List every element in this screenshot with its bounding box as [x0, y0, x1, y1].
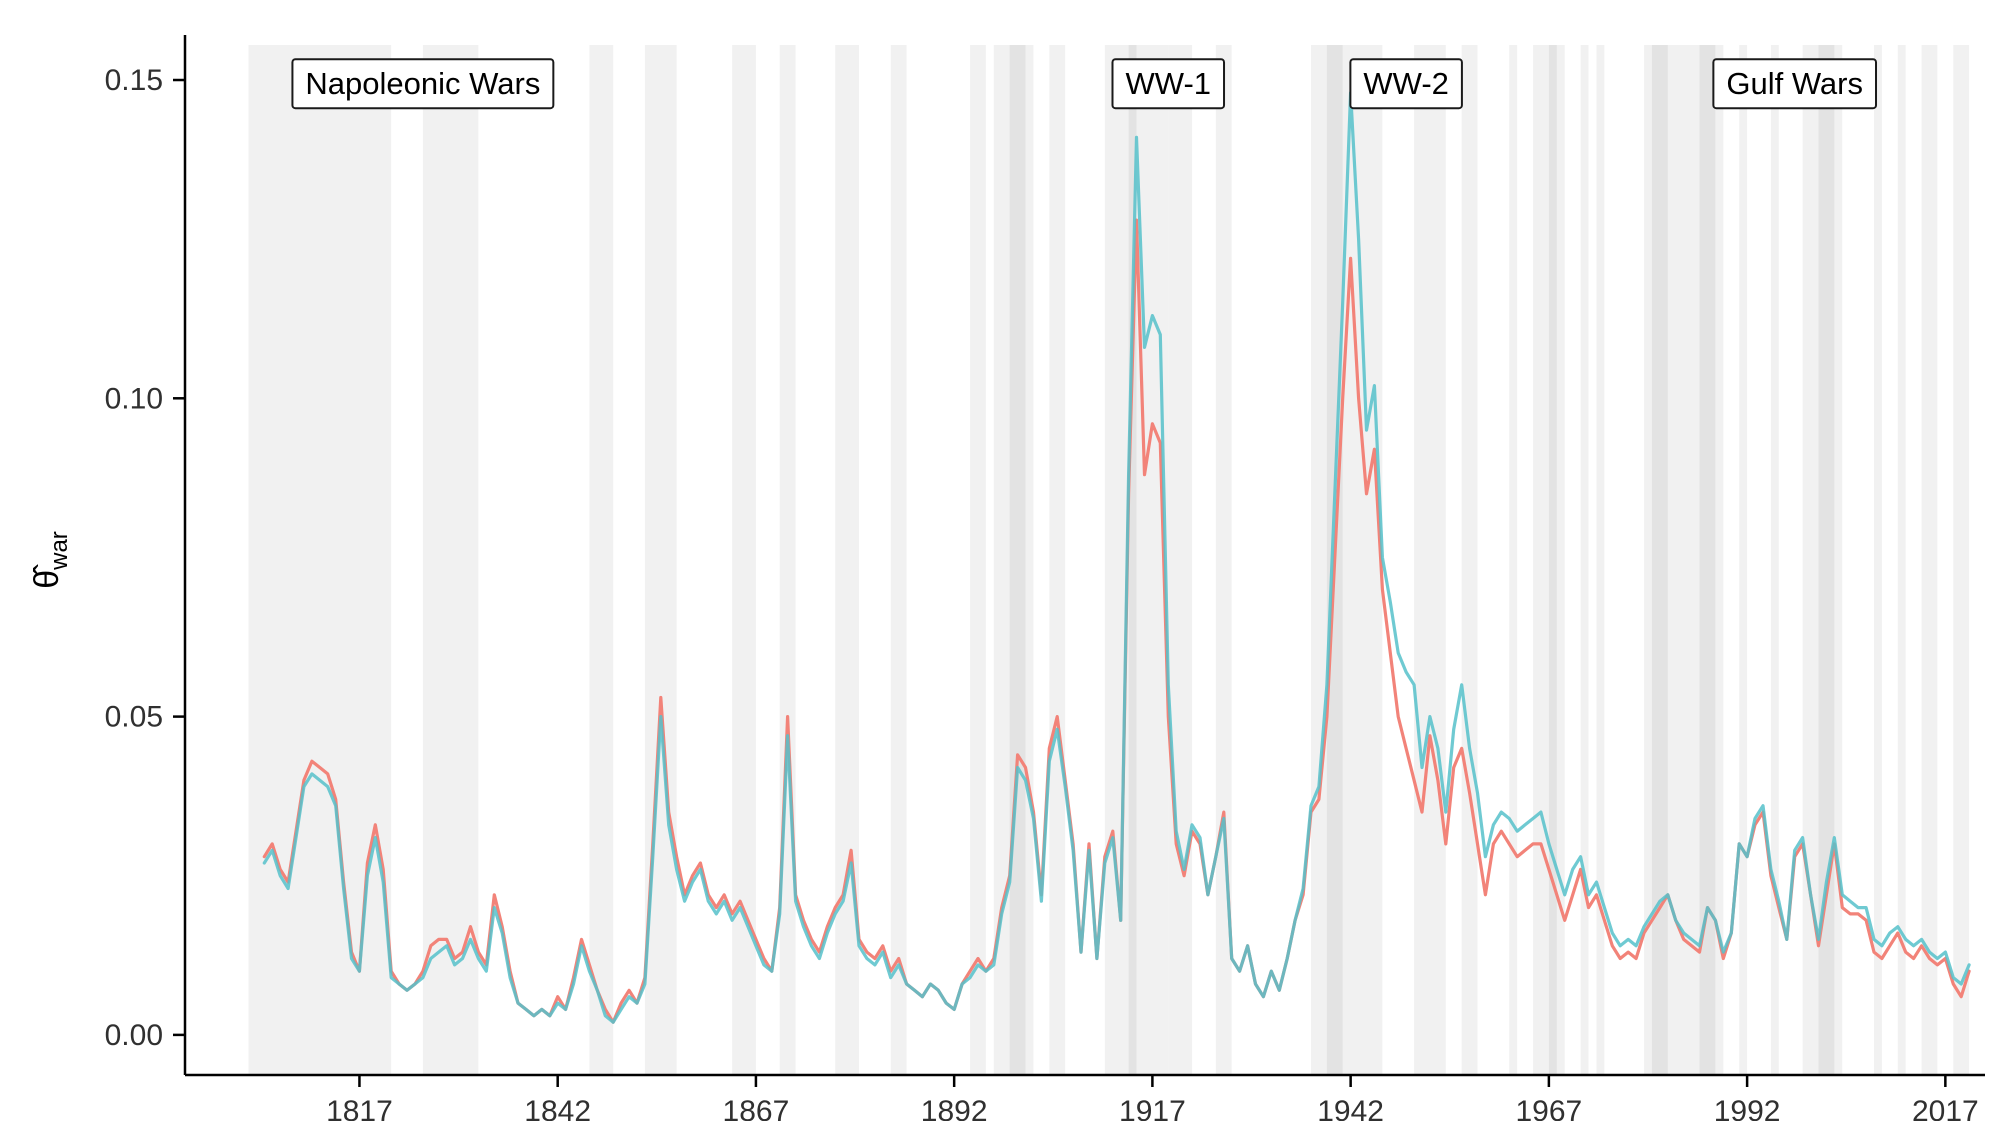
war-label: Napoleonic Wars — [305, 66, 540, 101]
war-period-band — [1215, 45, 1232, 1075]
war-period-band — [970, 45, 986, 1075]
x-tick-label: 1992 — [1714, 1095, 1781, 1121]
y-tick-label: 0.00 — [105, 1019, 163, 1052]
war-period-band — [732, 45, 756, 1075]
x-tick-label: 1967 — [1516, 1095, 1583, 1121]
war-label: Gulf Wars — [1726, 66, 1863, 101]
estimate-teal-line — [262, 91, 1971, 1024]
war-period-band — [1921, 45, 1938, 1075]
x-tick-label: 1842 — [524, 1095, 591, 1121]
y-tick-label: 0.15 — [105, 64, 163, 97]
war-period-band — [890, 45, 907, 1075]
war-period-band — [1596, 45, 1605, 1075]
y-tick-label: 0.10 — [105, 382, 163, 415]
y-tick-label: 0.05 — [105, 701, 163, 734]
war-label-box — [1111, 58, 1226, 110]
x-tick-label: 1917 — [1119, 1095, 1186, 1121]
war-label-box — [291, 58, 555, 110]
war-label-box — [1712, 58, 1878, 110]
war-period-band — [1897, 45, 1906, 1075]
war-period-band — [1818, 45, 1835, 1075]
war-period-band — [1509, 45, 1518, 1075]
war-period-band — [1049, 45, 1066, 1075]
war-period-band — [1699, 45, 1716, 1075]
war-period-band — [589, 45, 614, 1075]
war-label: WW-1 — [1125, 66, 1211, 101]
war-period-band — [993, 45, 1034, 1075]
war-period-band — [1009, 45, 1026, 1075]
war-period-band — [1953, 45, 1970, 1075]
war-period-band — [1770, 45, 1779, 1075]
war-period-band — [1533, 45, 1557, 1075]
war-period-band — [779, 45, 796, 1075]
war-period-band — [1461, 45, 1478, 1075]
x-tick-label: 1817 — [326, 1095, 393, 1121]
war-period-band — [1414, 45, 1446, 1075]
war-label-box — [1349, 58, 1463, 110]
war-period-band — [1873, 45, 1882, 1075]
y-axis-title: θ̂war — [28, 531, 73, 589]
war-period-band — [835, 45, 860, 1075]
war-period-band — [248, 45, 392, 1075]
war-period-band — [1651, 45, 1668, 1075]
war-period-band — [1168, 45, 1193, 1075]
x-tick-label: 2017 — [1912, 1095, 1979, 1121]
x-tick-label: 1892 — [921, 1095, 988, 1121]
war-period-band — [422, 45, 479, 1075]
x-tick-label: 1942 — [1317, 1095, 1384, 1121]
war-period-band — [1548, 45, 1565, 1075]
war-period-band — [1580, 45, 1589, 1075]
war-period-band — [1739, 45, 1748, 1075]
x-tick-label: 1867 — [723, 1095, 790, 1121]
war-label: WW-2 — [1363, 66, 1449, 101]
